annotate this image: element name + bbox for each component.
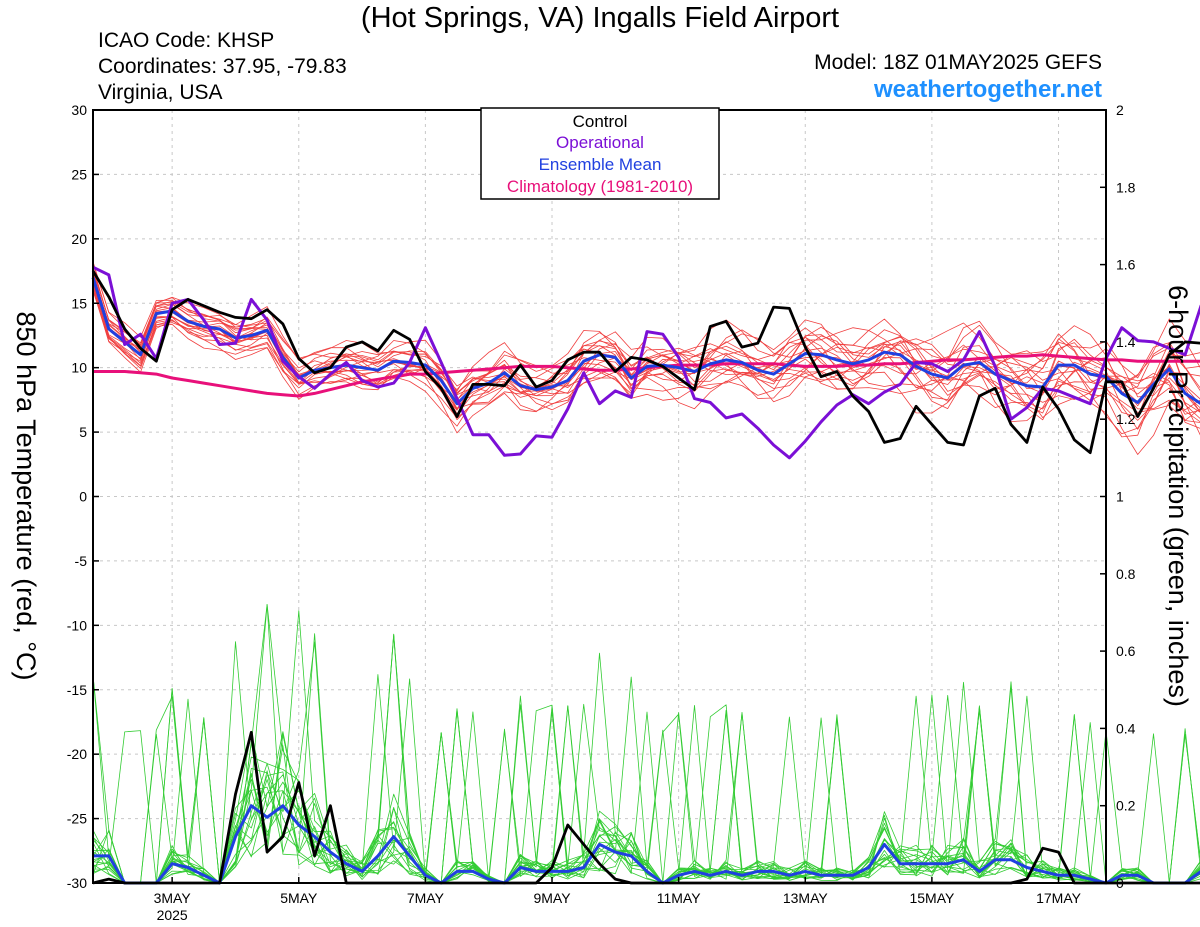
model-run-label: Model: 18Z 01MAY2025 GEFS: [814, 51, 1102, 74]
left-tick-label: -5: [75, 553, 88, 569]
left-tick-label: 20: [71, 231, 87, 247]
temp-member-line: [92, 284, 1200, 438]
chart-title: (Hot Springs, VA) Ingalls Field Airport: [360, 2, 840, 34]
right-tick-label: 1.6: [1116, 257, 1136, 273]
legend-frame: [480, 107, 720, 200]
left-axis-title: 850 hPa Temperature (red, °C): [11, 312, 41, 681]
x-tick-label: 13MAY: [783, 890, 829, 906]
precip-ensemble-mean-line: [93, 804, 1200, 885]
left-tick-label: 15: [71, 295, 87, 311]
right-tick-label: 0.6: [1116, 643, 1136, 659]
left-tick-label: -20: [67, 746, 87, 762]
precip-member-line: [92, 633, 1200, 884]
x-tick-label: 15MAY: [909, 890, 955, 906]
right-tick-label: 1.8: [1116, 179, 1136, 195]
right-tick-label: 0.2: [1116, 798, 1136, 814]
precip-member-line: [92, 633, 1200, 884]
legend-operational: Operational: [556, 133, 644, 152]
right-tick-label: 2: [1116, 102, 1124, 118]
precip-member-line: [92, 678, 1200, 884]
right-tick-label: 0.4: [1116, 720, 1136, 736]
temp-member-line: [92, 285, 1200, 423]
legend-ensemble-mean: Ensemble Mean: [539, 155, 662, 174]
right-tick-label: 1.2: [1116, 411, 1136, 427]
x-tick-label: 3MAY: [154, 890, 192, 906]
right-axis-title: 6-hour Precipitation (green, inches): [1163, 285, 1193, 707]
x-tick-year-label: 2025: [157, 907, 188, 923]
icao-code-label: ICAO Code: KHSP: [98, 29, 275, 52]
left-tick-label: 25: [71, 166, 87, 182]
right-tick-label: 0.8: [1116, 566, 1136, 582]
x-tick-label: 17MAY: [1036, 890, 1082, 906]
left-tick-label: 10: [71, 360, 87, 376]
x-tick-label: 7MAY: [407, 890, 445, 906]
temp-member-line: [92, 266, 1200, 394]
legend-control: Control: [573, 112, 628, 131]
grid-lines: [93, 110, 1106, 883]
right-tick-label: 1.4: [1116, 334, 1136, 350]
precip-member-lines: [92, 604, 1200, 884]
site-link[interactable]: weathertogether.net: [873, 76, 1102, 103]
temp-member-line: [92, 271, 1200, 414]
left-tick-label: -25: [67, 811, 87, 827]
temp-member-line: [92, 272, 1200, 419]
temp-control-line: [91, 270, 1200, 455]
precip-member-line: [92, 604, 1200, 884]
legend-climatology: Climatology (1981-2010): [507, 177, 693, 196]
right-tick-label: 0: [1116, 875, 1124, 891]
temp-member-line: [92, 287, 1200, 423]
coordinates-label: Coordinates: 37.95, -79.83: [98, 55, 347, 78]
x-tick-label: 5MAY: [280, 890, 318, 906]
axis-ticks: 302520151050-5-10-15-20-25-3021.81.61.41…: [67, 102, 1136, 923]
temp-operational-line: [92, 265, 1200, 460]
precip-member-line: [92, 675, 1200, 884]
left-tick-label: -30: [67, 875, 87, 891]
region-label: Virginia, USA: [98, 81, 223, 104]
left-tick-label: 0: [79, 489, 87, 505]
left-tick-label: -10: [67, 617, 87, 633]
right-tick-label: 1: [1116, 489, 1124, 505]
left-tick-label: 5: [79, 424, 87, 440]
legend-box: Control Operational Ensemble Mean Climat…: [480, 107, 720, 200]
x-tick-label: 9MAY: [533, 890, 571, 906]
precip-member-line: [92, 610, 1200, 884]
left-tick-label: -15: [67, 682, 87, 698]
left-tick-label: 30: [71, 102, 87, 118]
precip-member-line: [92, 604, 1200, 884]
x-tick-label: 11MAY: [657, 890, 701, 906]
temp-member-line: [92, 283, 1200, 435]
main-series-lines: [91, 265, 1200, 885]
